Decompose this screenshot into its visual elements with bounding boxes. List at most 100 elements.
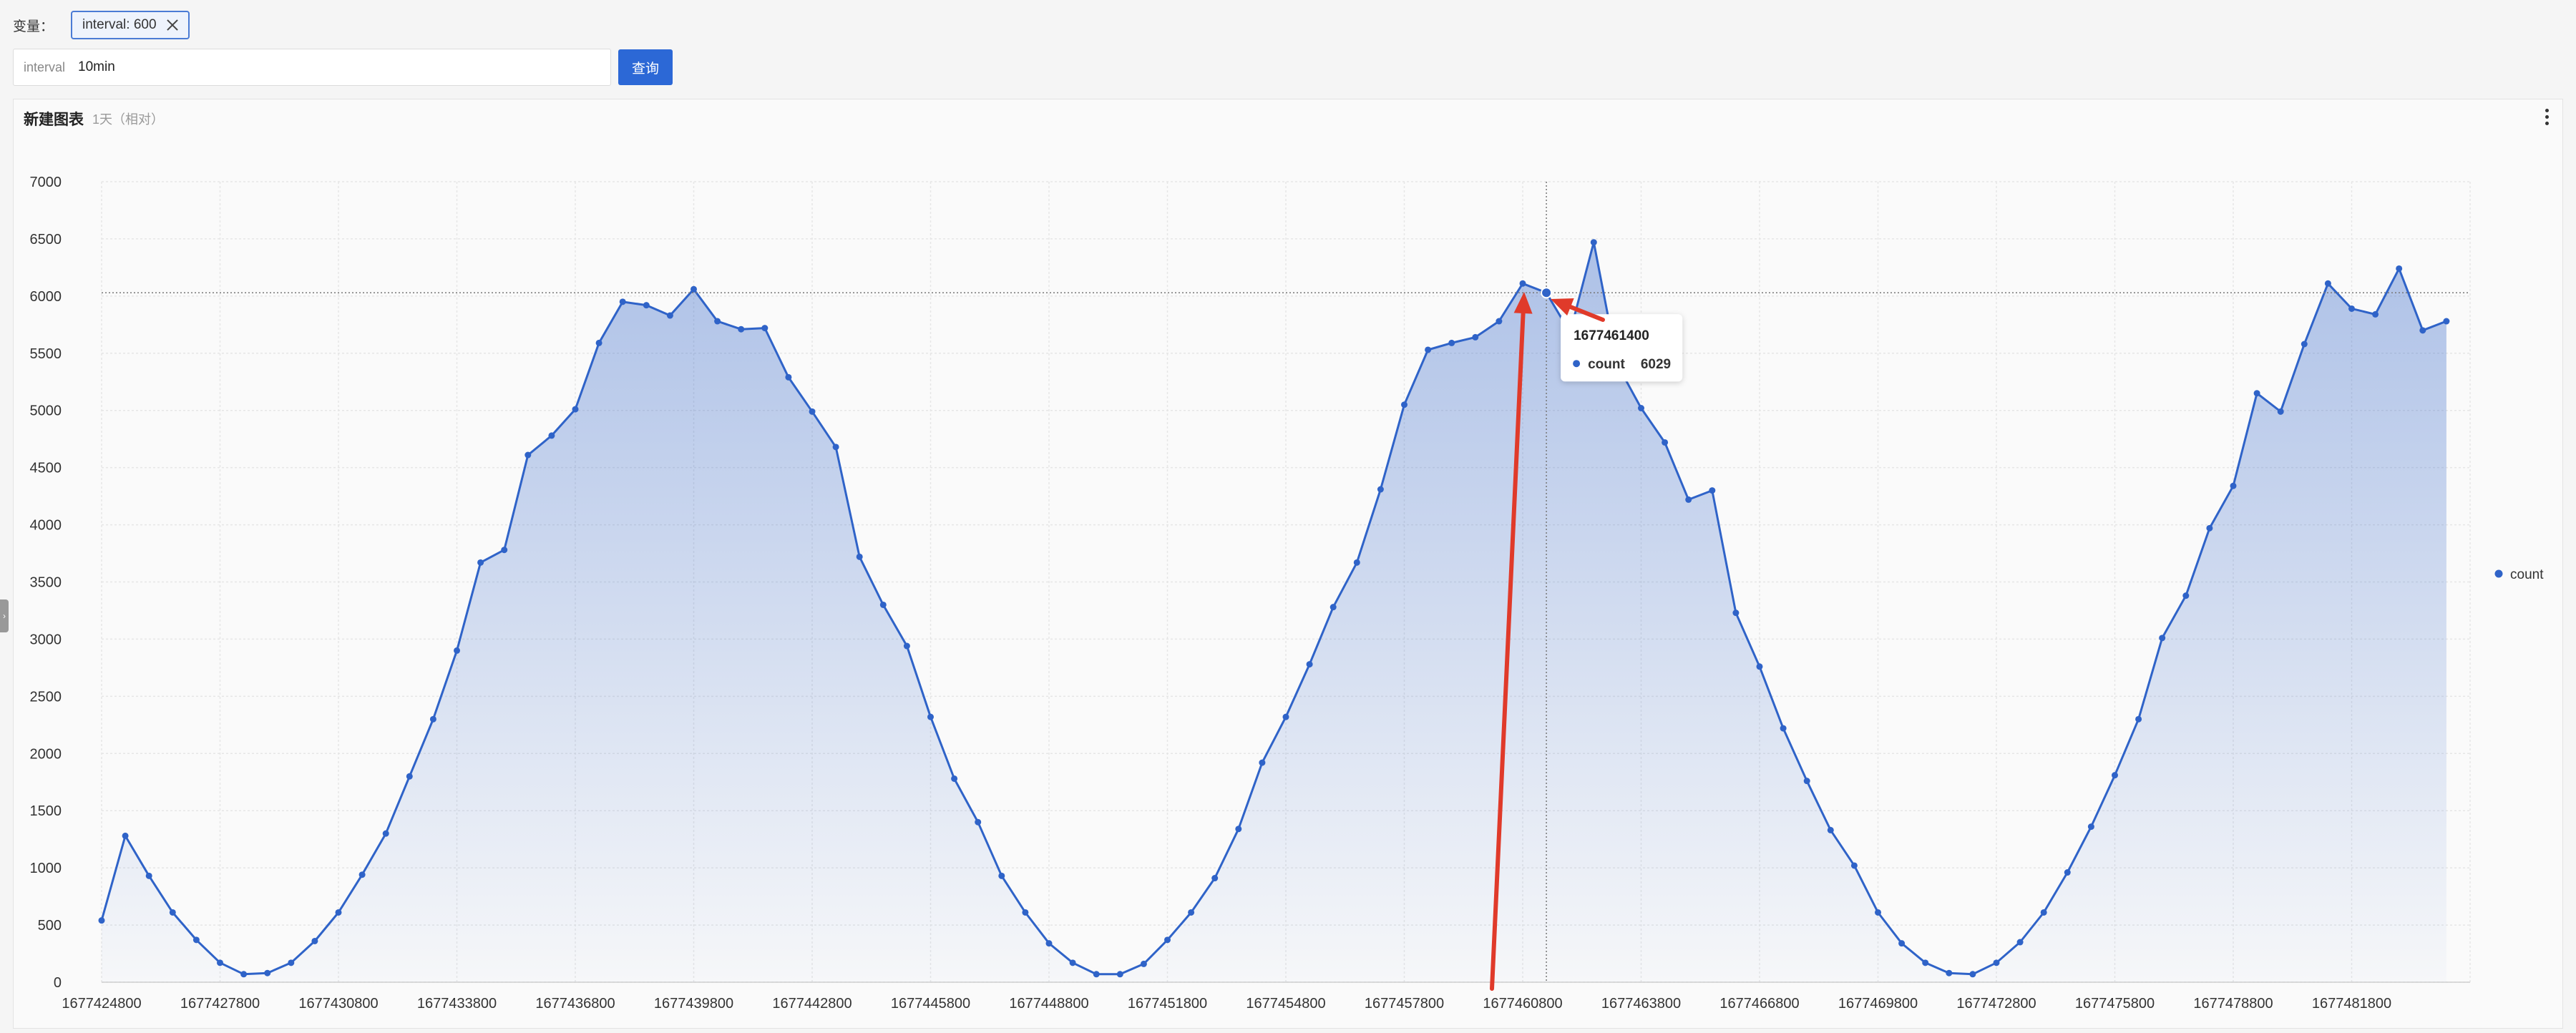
data-point [951, 775, 958, 782]
variables-bar: 变量： interval: 600 [13, 11, 190, 39]
data-point [2064, 869, 2071, 876]
data-point [1045, 940, 1053, 947]
chevron-right-icon: › [3, 611, 6, 621]
data-point [619, 298, 626, 305]
tooltip-box [1561, 314, 1683, 382]
x-tick-label: 1677451800 [1128, 996, 1207, 1012]
data-point [1756, 663, 1763, 670]
data-point [335, 909, 342, 916]
query-bar: interval 查询 [13, 49, 673, 86]
data-point [738, 325, 745, 333]
panel-title: 新建图表 [24, 112, 84, 128]
data-point [1993, 959, 2000, 966]
interval-input[interactable] [77, 59, 509, 76]
more-menu-icon[interactable] [2540, 107, 2554, 127]
data-point [2040, 909, 2047, 916]
annotation-arrow-shaft [1568, 305, 1605, 322]
data-point [1353, 559, 1360, 566]
data-point [643, 302, 650, 309]
data-point [2087, 823, 2094, 831]
data-point [145, 872, 152, 879]
data-point [2112, 772, 2118, 779]
variable-tag-text: interval: 600 [82, 17, 157, 32]
data-point [666, 312, 673, 319]
data-point [2016, 939, 2024, 946]
tooltip-x-value: 1677461400 [1574, 328, 1649, 343]
x-tick-label: 1677472800 [1956, 996, 2036, 1012]
data-point [2135, 715, 2142, 723]
data-point [714, 318, 721, 325]
legend-item-count: count [2510, 567, 2544, 582]
data-point [572, 406, 579, 413]
data-point [1211, 875, 1219, 882]
x-tick-label: 1677475800 [2075, 996, 2155, 1012]
data-point [217, 959, 223, 966]
y-tick-label: 6500 [30, 232, 62, 248]
variable-tag[interactable]: interval: 600 [71, 11, 190, 39]
data-point [311, 937, 318, 944]
y-tick-label: 2000 [30, 746, 62, 762]
data-point [264, 969, 271, 976]
data-point [1140, 960, 1147, 967]
x-tick-label: 1677436800 [535, 996, 615, 1012]
data-point [240, 971, 248, 978]
x-tick-label: 1677442800 [772, 996, 852, 1012]
x-tick-label: 1677466800 [1719, 996, 1799, 1012]
data-point [382, 830, 389, 837]
data-point [1164, 936, 1171, 944]
data-point [1282, 713, 1289, 720]
data-point [1472, 333, 1479, 341]
data-point [501, 547, 508, 554]
data-point [975, 818, 982, 826]
series-line-count [100, 241, 2447, 976]
data-point [1235, 826, 1242, 833]
sidebar-expand-handle[interactable]: › [0, 599, 9, 632]
data-point [2230, 482, 2237, 489]
data-point [1330, 604, 1337, 611]
data-point [454, 647, 460, 654]
x-tick-label: 1677433800 [417, 996, 497, 1012]
data-point [1519, 280, 1526, 287]
x-tick-label: 1677439800 [654, 996, 733, 1012]
data-point [98, 917, 105, 924]
y-tick-label: 5500 [30, 346, 62, 362]
data-point [1306, 661, 1313, 668]
variables-label: 变量： [13, 19, 54, 34]
y-tick-label: 4500 [30, 461, 62, 476]
x-tick-label: 1677445800 [891, 996, 970, 1012]
x-tick-label: 1677427800 [180, 996, 260, 1012]
legend: count [2494, 567, 2544, 582]
data-point [1922, 959, 1929, 966]
y-tick-label: 0 [54, 975, 62, 991]
data-point [1780, 725, 1787, 732]
data-point [809, 408, 816, 415]
x-tick-label: 1677457800 [1365, 996, 1444, 1012]
query-button[interactable]: 查询 [618, 49, 673, 85]
interval-field[interactable]: interval [13, 49, 611, 86]
x-tick-label: 1677469800 [1838, 996, 1918, 1012]
data-point [1875, 909, 1881, 916]
data-point [477, 559, 484, 566]
data-point [595, 339, 602, 346]
panel-time-range: 1天（相对） [92, 112, 165, 127]
x-tick-label: 1677481800 [2312, 996, 2391, 1012]
y-tick-label: 1000 [30, 861, 62, 876]
x-tick-label: 1677463800 [1601, 996, 1681, 1012]
y-tick-label: 2500 [30, 689, 62, 705]
data-point [1188, 909, 1195, 916]
data-point [1850, 862, 1858, 869]
y-tick-label: 6000 [30, 289, 62, 305]
data-point [832, 444, 839, 451]
legend-marker [2494, 569, 2503, 578]
data-point [1898, 940, 1906, 947]
x-tick-label: 1677430800 [298, 996, 378, 1012]
data-point [1022, 909, 1029, 916]
data-point [406, 773, 413, 780]
x-tick-label: 1677424800 [62, 996, 141, 1012]
tooltip-series-name: count [1588, 357, 1625, 372]
data-point [1116, 971, 1123, 978]
data-point [1946, 969, 1953, 976]
y-tick-label: 5000 [30, 403, 62, 419]
data-point [192, 936, 200, 944]
data-point [998, 872, 1005, 879]
